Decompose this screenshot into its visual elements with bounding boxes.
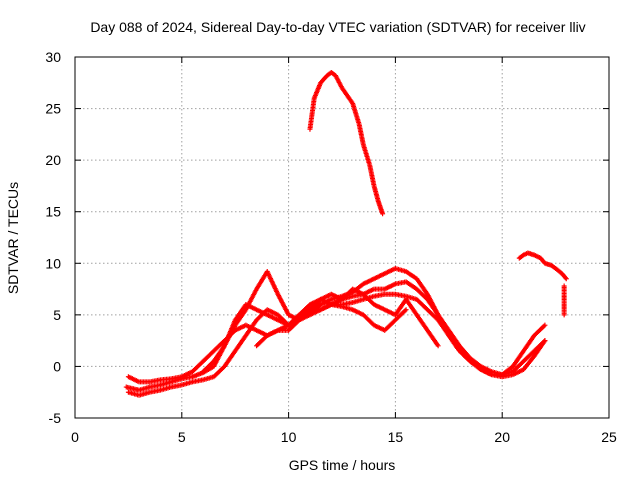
data-series xyxy=(123,69,569,398)
data-point xyxy=(561,312,567,318)
y-tick-label: 5 xyxy=(53,307,61,323)
series-track-8 xyxy=(561,283,567,318)
y-tick-label: 25 xyxy=(45,101,61,117)
axis-ticks: 0 5 10 15 20 25 -5 0 5 10 15 20 25 30 xyxy=(45,49,617,445)
chart-title: Day 088 of 2024, Sidereal Day-to-day VTE… xyxy=(90,19,585,35)
data-point xyxy=(562,275,568,281)
y-tick-label: -5 xyxy=(49,410,62,426)
data-point xyxy=(563,276,569,282)
series-track-2 xyxy=(125,279,548,398)
x-tick-label: 25 xyxy=(601,429,617,445)
x-tick-label: 5 xyxy=(178,429,186,445)
series-track-5 xyxy=(254,302,409,349)
y-tick-label: 30 xyxy=(45,49,61,65)
plot-frame xyxy=(74,56,610,419)
data-point xyxy=(542,322,548,328)
y-tick-label: 20 xyxy=(45,152,61,168)
data-point xyxy=(542,338,548,344)
x-tick-label: 15 xyxy=(388,429,404,445)
x-axis-label: GPS time / hours xyxy=(289,457,396,473)
x-tick-label: 0 xyxy=(71,429,79,445)
y-tick-label: 15 xyxy=(45,204,61,220)
data-point xyxy=(435,343,441,349)
x-tick-label: 20 xyxy=(494,429,510,445)
y-tick-label: 0 xyxy=(53,358,61,374)
x-tick-label: 10 xyxy=(281,429,297,445)
y-tick-label: 10 xyxy=(45,255,61,271)
y-axis-label: SDTVAR / TECUs xyxy=(5,182,21,294)
series-track-6 xyxy=(307,69,386,217)
series-track-7 xyxy=(516,250,569,282)
data-point xyxy=(380,211,386,217)
data-point xyxy=(403,307,409,313)
